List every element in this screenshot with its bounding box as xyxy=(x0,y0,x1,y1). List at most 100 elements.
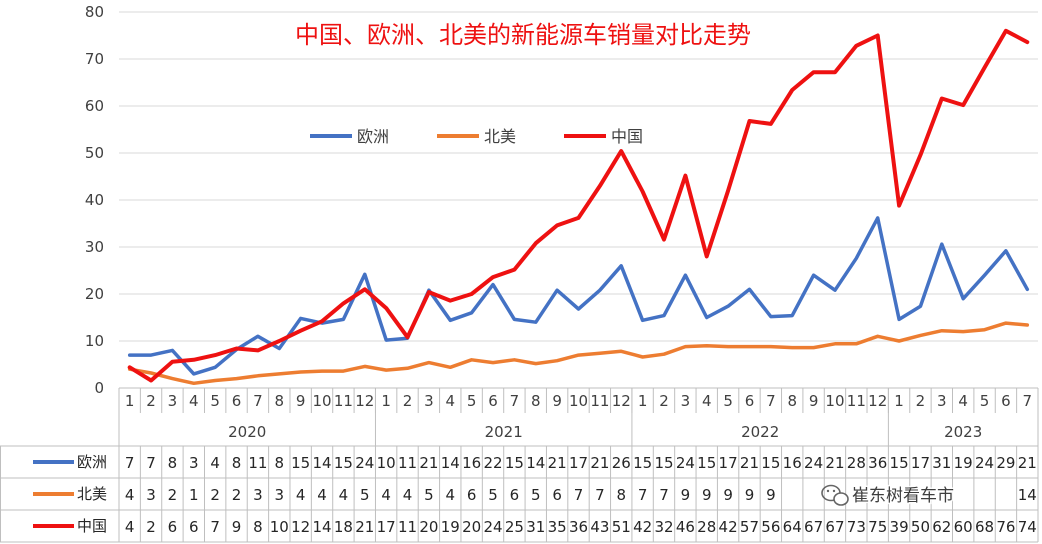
table-cell: 15 xyxy=(291,454,310,472)
x-tick-label: 6 xyxy=(1001,392,1011,410)
table-cell: 21 xyxy=(825,454,844,472)
legend-item-europe: 欧洲 xyxy=(310,127,389,146)
table-cell: 2 xyxy=(146,518,156,536)
x-tick-label: 9 xyxy=(552,392,562,410)
x-tick-label: 12 xyxy=(868,392,887,410)
table-cell: 2 xyxy=(210,486,220,504)
table-cell: 57 xyxy=(740,518,759,536)
table-cell: 75 xyxy=(868,518,887,536)
table-cell: 10 xyxy=(270,518,289,536)
x-tick-label: 3 xyxy=(937,392,947,410)
table-cell: 8 xyxy=(616,486,626,504)
table-cell: 9 xyxy=(745,486,755,504)
table-cell: 32 xyxy=(654,518,673,536)
wechat-icon xyxy=(821,484,849,506)
table-cell: 14 xyxy=(526,454,545,472)
x-axis-years: 2020 2021 2022 2023 xyxy=(228,423,982,441)
table-cell: 9 xyxy=(232,518,242,536)
chart-title: 中国、欧洲、北美的新能源车销量对比走势 xyxy=(295,21,751,49)
table-cell: 15 xyxy=(890,454,909,472)
x-tick-label: 1 xyxy=(894,392,904,410)
table-cell: 6 xyxy=(552,486,562,504)
table-cell: 4 xyxy=(125,486,135,504)
table-cell: 3 xyxy=(275,486,285,504)
x-tick-label: 5 xyxy=(210,392,220,410)
table-cell: 4 xyxy=(339,486,349,504)
y-tick-label: 70 xyxy=(85,50,104,68)
table-cell: 9 xyxy=(702,486,712,504)
table-cell: 14 xyxy=(312,454,331,472)
table-cell: 21 xyxy=(419,454,438,472)
x-tick-label: 1 xyxy=(381,392,391,410)
table-cell: 15 xyxy=(761,454,780,472)
y-tick-label: 20 xyxy=(85,285,104,303)
table-cell: 15 xyxy=(697,454,716,472)
table-cell: 14 xyxy=(312,518,331,536)
watermark-text: 崔东树看车市 xyxy=(852,486,954,506)
x-tick-label: 8 xyxy=(531,392,541,410)
data-table: 欧洲 7 7 8 3 4 8 11 8 15 14 15 24 10 11 21 14 16 22 15 14 21 17 2… xyxy=(33,453,1037,536)
table-cell: 67 xyxy=(804,518,823,536)
year-label: 2021 xyxy=(485,423,523,441)
table-row-label: 中国 xyxy=(77,517,107,535)
table-cell: 17 xyxy=(911,454,930,472)
legend-label-north-america: 北美 xyxy=(484,127,516,146)
table-cell: 4 xyxy=(381,486,391,504)
y-tick-label: 40 xyxy=(85,191,104,209)
x-tick-label: 3 xyxy=(168,392,178,410)
y-tick-label: 80 xyxy=(85,3,104,21)
y-tick-label: 60 xyxy=(85,97,104,115)
table-cell: 6 xyxy=(189,518,199,536)
table-cell: 11 xyxy=(248,454,267,472)
x-tick-label: 9 xyxy=(809,392,819,410)
x-tick-label: 11 xyxy=(590,392,609,410)
table-cell: 60 xyxy=(954,518,973,536)
x-tick-label: 5 xyxy=(467,392,477,410)
table-cell: 46 xyxy=(676,518,695,536)
x-tick-label: 5 xyxy=(723,392,733,410)
table-cell: 15 xyxy=(633,454,652,472)
table-cell: 5 xyxy=(488,486,498,504)
x-axis-months: 1 2 3 4 5 6 7 8 9 10 11 12 1 2 3 4 5 6 7 8 9 10 11 12 1 2 3 4 5 6 7 8 9 1… xyxy=(125,392,1032,410)
x-tick-label: 6 xyxy=(745,392,755,410)
y-tick-label: 50 xyxy=(85,144,104,162)
y-tick-label: 10 xyxy=(85,332,104,350)
table-cell: 24 xyxy=(975,454,994,472)
table-cell: 76 xyxy=(996,518,1015,536)
table-cell: 29 xyxy=(996,454,1015,472)
table-cell: 17 xyxy=(719,454,738,472)
table-cell: 25 xyxy=(505,518,524,536)
table-cell: 8 xyxy=(275,454,285,472)
table-cell: 11 xyxy=(398,518,417,536)
table-cell: 15 xyxy=(334,454,353,472)
table-cell: 19 xyxy=(954,454,973,472)
x-tick-label: 4 xyxy=(958,392,968,410)
x-tick-label: 4 xyxy=(702,392,712,410)
table-cell: 43 xyxy=(590,518,609,536)
table-cell: 18 xyxy=(334,518,353,536)
table-cell: 8 xyxy=(168,454,178,472)
table-cell: 11 xyxy=(398,454,417,472)
table-cell: 7 xyxy=(210,518,220,536)
table-cell: 4 xyxy=(125,518,135,536)
table-cell: 26 xyxy=(612,454,631,472)
table-cell: 35 xyxy=(548,518,567,536)
table-cell: 24 xyxy=(483,518,502,536)
table-cell: 16 xyxy=(462,454,481,472)
series-line-0 xyxy=(127,216,1030,376)
series-line-1 xyxy=(127,321,1030,386)
table-cell: 22 xyxy=(483,454,502,472)
year-label: 2022 xyxy=(741,423,779,441)
table-cell: 7 xyxy=(659,486,669,504)
table-cell: 14 xyxy=(1018,486,1037,504)
x-tick-label: 10 xyxy=(569,392,588,410)
x-tick-label: 7 xyxy=(1023,392,1033,410)
y-axis: 0 10 20 30 40 50 60 70 80 xyxy=(85,3,104,397)
table-cell: 51 xyxy=(612,518,631,536)
table-cell: 4 xyxy=(296,486,306,504)
x-tick-label: 7 xyxy=(510,392,520,410)
table-cell: 17 xyxy=(377,518,396,536)
table-cell: 12 xyxy=(291,518,310,536)
table-cell: 24 xyxy=(804,454,823,472)
